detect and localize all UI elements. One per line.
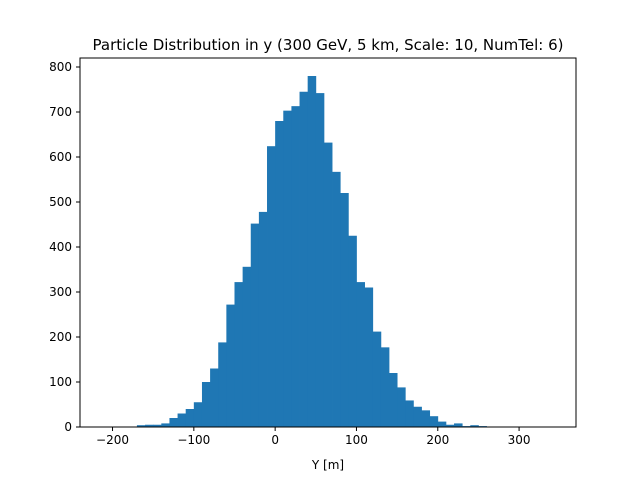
histogram-bar <box>299 91 309 427</box>
histogram-bar <box>445 424 455 427</box>
chart-title: Particle Distribution in y (300 GeV, 5 k… <box>93 36 564 54</box>
y-tick-label: 100 <box>49 375 72 389</box>
histogram-bar <box>161 423 170 427</box>
histogram-bar <box>364 287 374 427</box>
histogram-bar <box>315 93 325 427</box>
histogram-bar <box>267 146 276 427</box>
histogram-bars <box>128 76 496 428</box>
y-tick-label: 200 <box>49 330 72 344</box>
y-tick-label: 0 <box>64 420 72 434</box>
histogram-bar <box>226 304 235 427</box>
y-tick-label: 800 <box>49 60 72 74</box>
histogram-bar <box>201 382 211 427</box>
histogram-bar <box>323 142 333 427</box>
histogram-bar <box>275 121 284 427</box>
histogram-bar <box>421 410 431 427</box>
histogram-bar <box>356 282 365 427</box>
y-tick-label: 400 <box>49 240 72 254</box>
y-tick-label: 700 <box>49 105 72 119</box>
histogram-bar <box>258 211 268 427</box>
x-tick-label: 200 <box>426 433 449 447</box>
histogram-bar <box>405 400 414 427</box>
histogram-bar <box>429 416 439 427</box>
histogram-bar <box>372 331 382 427</box>
x-axis-label: Y [m] <box>311 458 344 472</box>
histogram-bar <box>388 373 398 427</box>
histogram-bar <box>470 425 479 427</box>
histogram-bar <box>291 106 300 428</box>
histogram-bar <box>234 282 244 427</box>
histogram-bar <box>177 413 187 427</box>
histogram-bar <box>153 424 162 427</box>
histogram-bar <box>307 76 317 427</box>
histogram-bar <box>242 266 252 427</box>
histogram-bar <box>250 223 260 427</box>
histogram-bar <box>136 425 146 427</box>
histogram-bar <box>332 171 341 427</box>
x-tick-label: −100 <box>177 433 210 447</box>
histogram-bar <box>348 235 357 427</box>
x-tick-label: −200 <box>96 433 129 447</box>
y-tick-label: 500 <box>49 195 72 209</box>
histogram-bar <box>218 342 227 427</box>
histogram-bar <box>340 193 349 427</box>
x-axis-ticks: −200 −100 0 100 200 300 <box>96 427 531 447</box>
x-tick-label: 300 <box>508 433 531 447</box>
histogram-bar <box>169 418 178 427</box>
y-axis-ticks: 0 100 200 300 400 500 600 700 800 <box>49 60 80 434</box>
histogram-bar <box>413 406 422 427</box>
x-tick-label: 0 <box>271 433 279 447</box>
histogram-bar <box>437 421 447 427</box>
histogram-bar <box>380 347 390 427</box>
y-tick-label: 300 <box>49 285 72 299</box>
histogram-bar <box>185 409 195 427</box>
histogram-bar <box>397 387 406 427</box>
histogram-bar <box>283 110 292 428</box>
histogram-bar <box>454 423 463 427</box>
plot-area-frame <box>79 57 577 428</box>
x-tick-label: 100 <box>345 433 368 447</box>
histogram-bar <box>193 402 203 427</box>
y-tick-label: 600 <box>49 150 72 164</box>
histogram-bar <box>145 424 154 427</box>
histogram-bar <box>210 368 219 427</box>
